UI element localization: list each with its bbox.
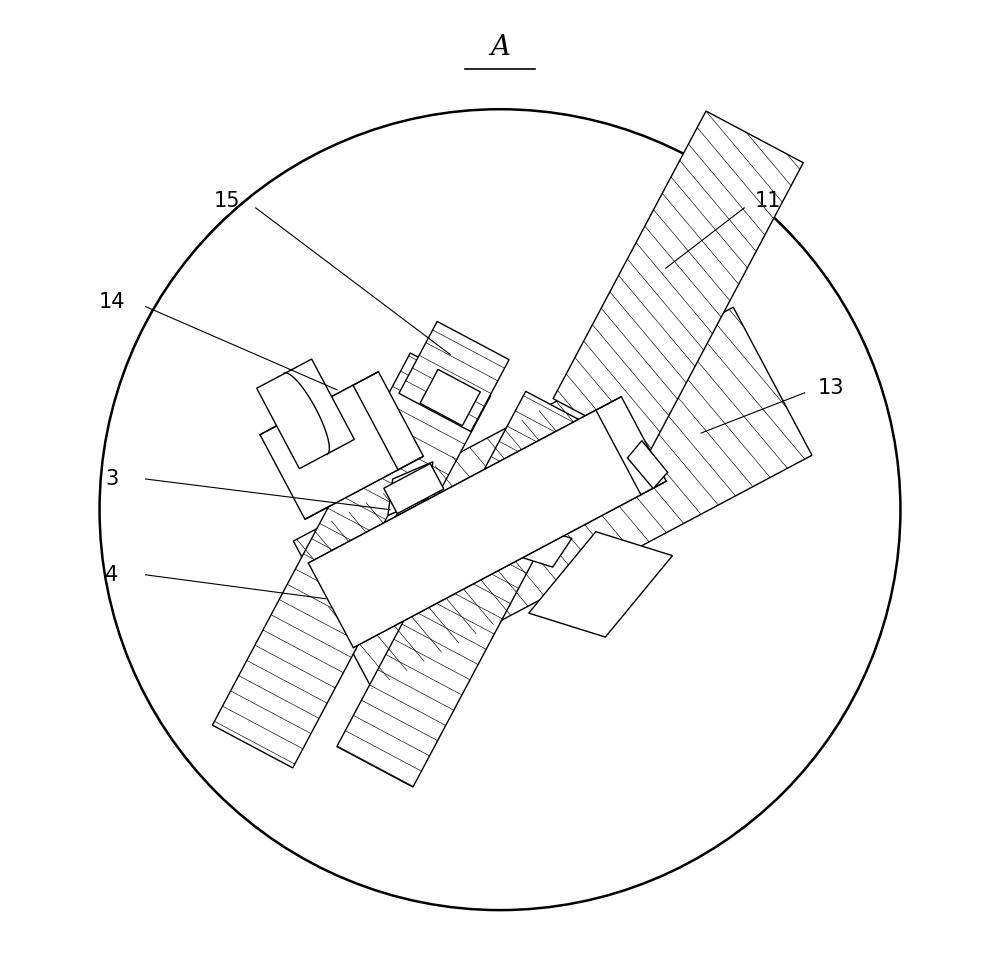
- Polygon shape: [406, 498, 435, 567]
- Polygon shape: [260, 385, 398, 519]
- Polygon shape: [354, 510, 399, 582]
- Text: 4: 4: [105, 565, 119, 584]
- Polygon shape: [627, 441, 668, 489]
- Polygon shape: [420, 370, 480, 425]
- Polygon shape: [285, 372, 423, 506]
- Polygon shape: [553, 111, 803, 450]
- Polygon shape: [293, 308, 812, 689]
- Text: A: A: [490, 34, 510, 61]
- Text: 14: 14: [99, 292, 125, 311]
- Text: 11: 11: [755, 192, 781, 211]
- Polygon shape: [399, 322, 509, 431]
- Polygon shape: [486, 517, 572, 567]
- Text: 15: 15: [214, 192, 240, 211]
- Polygon shape: [308, 410, 641, 648]
- Text: 3: 3: [105, 469, 119, 489]
- Polygon shape: [337, 391, 602, 787]
- Polygon shape: [212, 353, 491, 768]
- Polygon shape: [257, 359, 354, 468]
- Polygon shape: [334, 397, 666, 634]
- Polygon shape: [384, 464, 444, 513]
- Polygon shape: [388, 462, 433, 515]
- Polygon shape: [529, 532, 672, 637]
- Text: 13: 13: [817, 378, 844, 398]
